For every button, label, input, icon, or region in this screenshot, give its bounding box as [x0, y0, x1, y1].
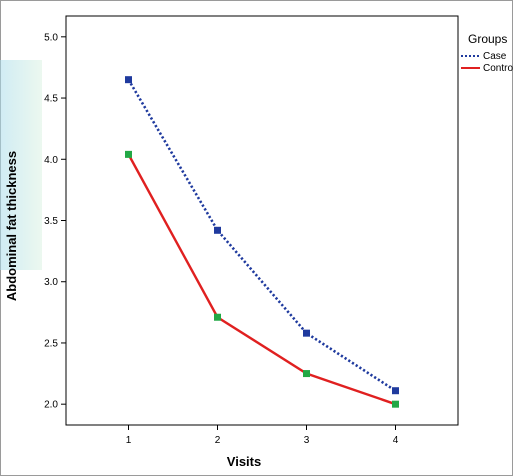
y-axis-title: Abdominal fat thickness: [4, 151, 19, 301]
x-tick-label: 1: [126, 435, 132, 446]
y-tick-label: 4.5: [44, 94, 58, 105]
data-point-control: [125, 150, 132, 158]
legend-title: Groups: [468, 32, 507, 46]
y-tick-label: 3.0: [44, 277, 58, 288]
background-watermark: [0, 60, 42, 270]
x-tick-label: 3: [304, 435, 310, 446]
legend-label-case: Case: [483, 51, 507, 62]
data-point-case: [392, 387, 399, 395]
y-tick-label: 2.0: [44, 400, 58, 411]
data-point-case: [303, 329, 310, 337]
series-line-control: [127, 153, 396, 406]
y-tick-label: 4.0: [44, 155, 58, 166]
x-tick-label: 2: [215, 435, 221, 446]
data-point-control: [303, 370, 310, 378]
x-axis-title: Visits: [227, 454, 261, 469]
y-tick-label: 2.5: [44, 338, 58, 349]
data-point-control: [392, 400, 399, 408]
series-line-case: [127, 79, 397, 392]
legend-label-control: Control: [483, 63, 513, 74]
data-point-control: [214, 313, 221, 321]
x-tick-label: 4: [393, 435, 399, 446]
y-tick-label: 3.5: [44, 216, 58, 227]
data-point-case: [214, 226, 221, 234]
plot-area-frame: [65, 15, 459, 426]
y-tick-label: 5.0: [44, 32, 58, 43]
data-point-case: [125, 76, 132, 84]
